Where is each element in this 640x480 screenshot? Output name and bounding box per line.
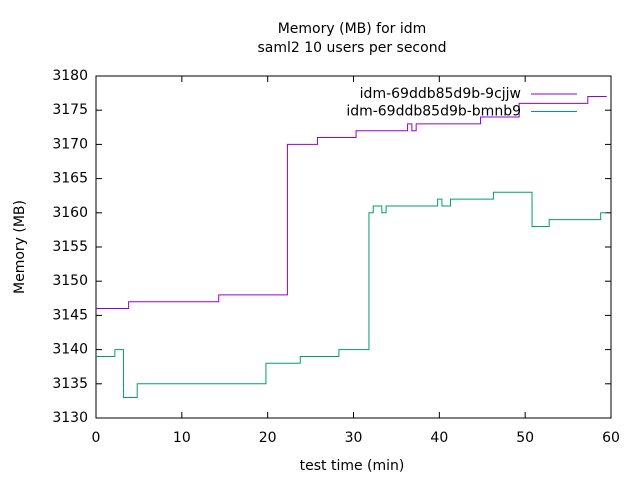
x-axis-label: test time (min) bbox=[300, 458, 405, 474]
plot-border bbox=[95, 75, 612, 419]
x-tick-label: 0 bbox=[92, 430, 101, 446]
y-tick-label: 3165 bbox=[52, 171, 88, 187]
x-tick-label: 30 bbox=[345, 430, 363, 446]
y-tick-label: 3145 bbox=[52, 307, 88, 323]
y-tick-label: 3160 bbox=[52, 205, 88, 221]
y-tick-label: 3150 bbox=[52, 273, 88, 289]
y-axis-label: Memory (MB) bbox=[12, 200, 28, 294]
y-tick-label: 3140 bbox=[52, 342, 88, 358]
series-line bbox=[96, 96, 607, 310]
legend-label: idm-69ddb85d9b-9cjjw bbox=[360, 86, 521, 102]
x-tick-label: 50 bbox=[516, 430, 534, 446]
y-tick-label: 3135 bbox=[52, 376, 88, 392]
y-tick-label: 3180 bbox=[52, 68, 88, 84]
series-line bbox=[96, 191, 607, 398]
x-tick-label: 20 bbox=[259, 430, 277, 446]
x-tick-label: 10 bbox=[173, 430, 191, 446]
x-tick-label: 60 bbox=[602, 430, 620, 446]
y-tick-label: 3155 bbox=[52, 239, 88, 255]
legend-label: idm-69ddb85d9b-bmnb9 bbox=[346, 104, 521, 120]
chart-title: Memory (MB) for idm bbox=[278, 21, 427, 37]
y-tick-label: 3170 bbox=[52, 136, 88, 152]
x-tick-label: 40 bbox=[430, 430, 448, 446]
y-tick-label: 3130 bbox=[52, 410, 88, 426]
chart-subtitle: saml2 10 users per second bbox=[258, 40, 447, 56]
y-tick-label: 3175 bbox=[52, 102, 88, 118]
